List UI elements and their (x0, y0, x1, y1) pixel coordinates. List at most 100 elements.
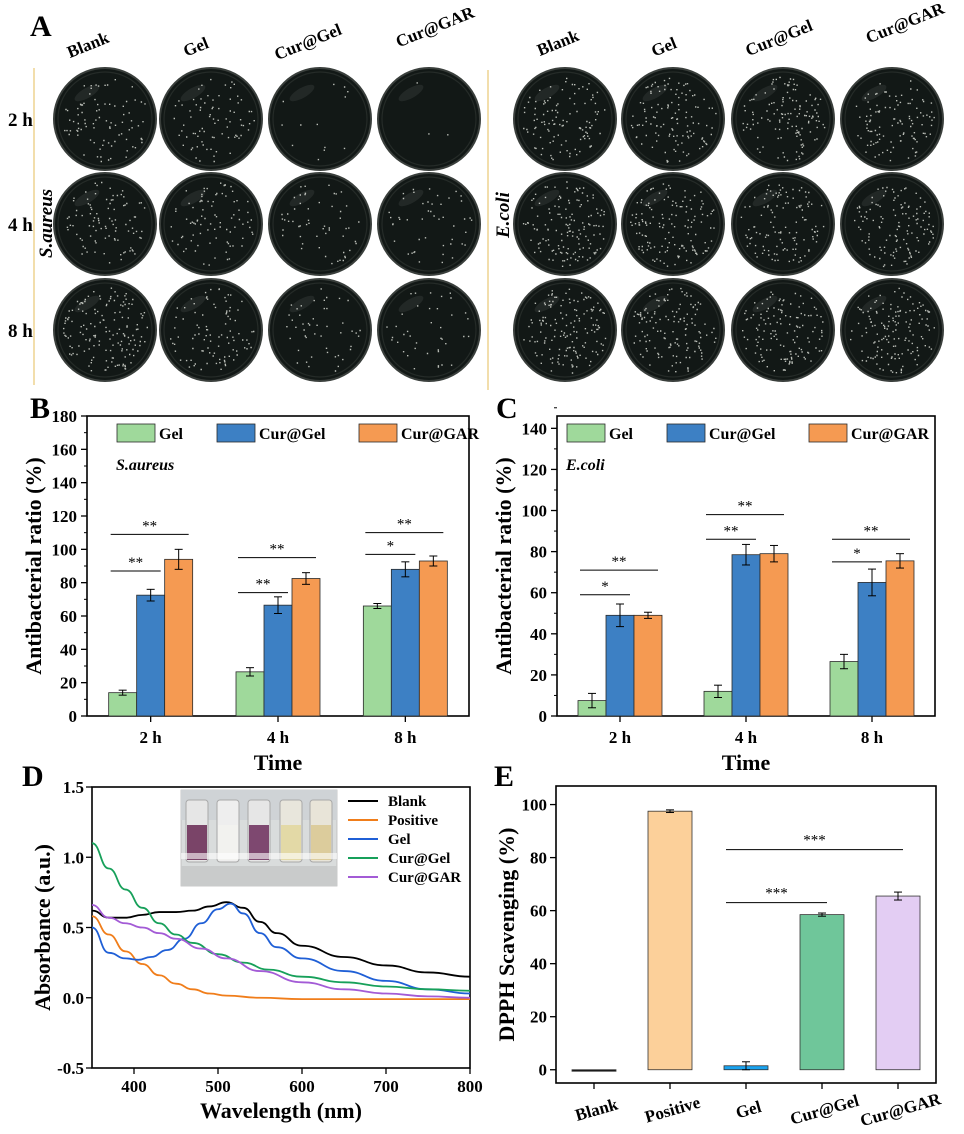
plate-left-r1-c3-glare (398, 189, 424, 207)
plate-right-r1-c3 (840, 172, 944, 276)
sig-label-C-3: ** (738, 499, 753, 515)
ytick-label-C-100: 100 (522, 502, 548, 521)
bar-E-Blank (571, 1069, 617, 1072)
plate-left-r1-c0-dish (53, 172, 157, 276)
bar-B-Cur@GAR-2 (418, 560, 448, 717)
xlabel-B: Time (254, 750, 303, 775)
panel-d: D -0.5 0.0 0.5 1.0 1.5 400 500 600 700 800 Wavelen… (22, 760, 483, 1123)
bar-E-Cur@Gel (799, 914, 845, 1071)
plate-right-r1-c0-glare (534, 189, 560, 207)
plate-left-r1-c3-colonies (388, 188, 473, 264)
plate-left-r0-c1-colonies (173, 78, 255, 163)
bar-E-Cur@GAR (875, 895, 921, 1071)
cuvette-4 (279, 799, 303, 863)
ytick-label-C-20: 20 (530, 666, 547, 685)
plate-left-r2-c2 (268, 278, 372, 382)
sig-label-B-4: * (387, 538, 395, 554)
ytick-label-B-180: 180 (52, 407, 78, 426)
series-line-D-Gel (91, 902, 471, 995)
plate-right-r1-c1-glare (642, 189, 668, 207)
ytick-label-C-0: 0 (539, 707, 548, 726)
bar-B-Cur@Gel-0 (136, 594, 166, 717)
plate-right-r1-c3-rim (844, 176, 940, 272)
legend-swatch-C-2 (808, 423, 848, 443)
cuvette-3 (247, 799, 271, 863)
plate-left-r2-c1-glare (180, 295, 206, 313)
sig-label-B-2: ** (256, 577, 271, 593)
plate-right-r2-c1-rim (625, 282, 721, 378)
xtick-label-C-0: 2 h (609, 728, 632, 747)
panel-label-c: C (496, 392, 518, 425)
legend-label-D-0: Blank (388, 794, 427, 810)
series-line-D-Cur@Gel (91, 842, 471, 992)
plate-left-r2-c0 (53, 278, 157, 382)
plate-left-r0-c2-glare (289, 84, 315, 102)
plate-right-r2-c3 (840, 278, 944, 382)
plate-left-r0-c1 (159, 67, 263, 171)
xtick-label-D-700: 700 (373, 1077, 399, 1096)
plate-left-r2-c3-dish (377, 278, 481, 382)
plate-left-r2-c0-colonies (63, 287, 148, 372)
panel-label-a: A (30, 10, 52, 43)
plate-right-r0-c0 (513, 67, 617, 171)
plate-right-r2-c2-glare (752, 295, 778, 313)
bar-B-Gel-0 (108, 692, 138, 717)
series-line-D-Blank (91, 901, 471, 978)
xtick-label-B-0: 2 h (140, 728, 163, 747)
plate-right-r1-c0-rim (517, 176, 613, 272)
plate-left-r0-c0 (53, 67, 157, 171)
plate-right-r0-c3-dish (840, 67, 944, 171)
legend-label-B-2: Cur@GAR (401, 426, 479, 443)
organism-label-left: S.aureus (36, 189, 57, 258)
plate-left-r1-c2 (268, 172, 372, 276)
plate-right-r1-c3-glare (861, 189, 887, 207)
plate-left-r1-c0 (53, 172, 157, 276)
column-header-left-3: Cur@GAR (393, 2, 478, 51)
legend-swatch-B-0 (116, 423, 156, 443)
xtick-label-E-1: Positive (643, 1093, 703, 1127)
ylabel-D: Absorbance (a.u.) (30, 844, 55, 1011)
cuvette-photo-inset (180, 789, 338, 887)
column-header-right-3: Cur@GAR (863, 0, 948, 47)
panel-label-e: E (494, 760, 514, 793)
plate-left-r0-c2-dish (268, 67, 372, 171)
chart-title-C: E.coli (565, 457, 605, 474)
plate-left-r2-c2-glare (289, 295, 315, 313)
sig-label-B-1: ** (142, 518, 157, 534)
plate-right-r0-c3-colonies (855, 80, 935, 162)
ytick-label-B-140: 140 (52, 474, 78, 493)
plate-left-r0-c2-rim (272, 71, 368, 167)
bar-B-Gel-2 (362, 605, 392, 717)
plate-right-r2-c2-dish (731, 278, 835, 382)
legend-swatch-C-0 (566, 423, 606, 443)
plate-left-r0-c0-dish (53, 67, 157, 171)
ytick-label-C-40: 40 (530, 625, 547, 644)
panel-b: B 0 20 40 60 80 100 120 140 160 180 Antibacterial … (21, 392, 479, 775)
ytick-label-E-80: 80 (530, 849, 547, 868)
plate-right-r1-c1 (621, 172, 725, 276)
cuvette-5 (309, 799, 333, 863)
xtick-label-B-1: 4 h (267, 728, 290, 747)
chart-title-B: S.aureus (116, 457, 174, 474)
plate-left-r0-c1-dish (159, 67, 263, 171)
ytick-label-E-60: 60 (530, 902, 547, 921)
sig-label-C-4: * (853, 546, 861, 562)
ytick-label-D-2: 0.5 (63, 919, 84, 938)
sig-label-C-2: ** (724, 523, 739, 539)
legend-label-C-0: Gel (609, 426, 634, 443)
ylabel-B: Antibacterial ratio (%) (21, 457, 46, 675)
plate-right-r2-c3-dish (840, 278, 944, 382)
legend-label-D-4: Cur@GAR (388, 870, 461, 886)
xtick-label-D-400: 400 (121, 1077, 147, 1096)
plate-left-r0-c3-dish (377, 67, 481, 171)
sig-label-B-0: ** (128, 555, 143, 571)
legend-label-D-1: Positive (388, 813, 438, 829)
xtick-label-E-3: Cur@Gel (788, 1091, 861, 1129)
plate-right-r0-c2-glare (752, 84, 778, 102)
plate-right-r1-c1-colonies (630, 183, 715, 267)
cuvette-2 (216, 799, 240, 863)
plate-left-r2-c1 (159, 278, 263, 382)
plate-left-r1-c2-dish (268, 172, 372, 276)
plate-left-r2-c3-glare (398, 295, 424, 313)
